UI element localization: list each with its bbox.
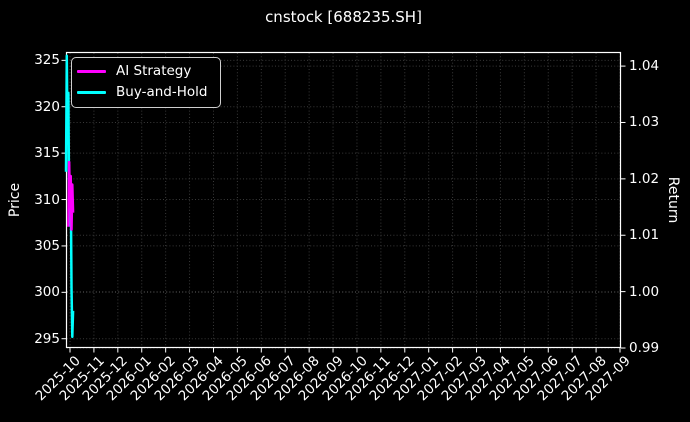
y-axis-label-right: Return: [665, 176, 681, 224]
y-tick-label-right: 1.00: [629, 283, 660, 300]
y-tick-label-right: 1.02: [629, 170, 660, 187]
y-tick-label-left: 320: [34, 98, 60, 115]
y-axis-label-left: Price: [7, 182, 23, 218]
y-tick-label-left: 315: [34, 145, 60, 162]
y-tick-label-left: 295: [34, 330, 60, 347]
y-tick-label-left: 300: [34, 284, 60, 301]
legend-label-ai-strategy: AI Strategy: [116, 63, 192, 79]
y-tick-label-right: 1.03: [629, 114, 660, 131]
chart-title: cnstock [688235.SH]: [265, 8, 422, 26]
legend-swatch-ai-strategy: [77, 69, 106, 74]
y-tick-label-right: 1.01: [629, 227, 660, 244]
legend-swatch-buy-and-hold: [77, 90, 106, 95]
legend-item-ai-strategy: AI Strategy: [77, 64, 207, 79]
y-tick-label-left: 310: [34, 191, 60, 208]
y-tick-label-right: 0.99: [629, 340, 660, 356]
y-tick-label-right: 1.04: [629, 58, 660, 75]
legend-label-buy-and-hold: Buy-and-Hold: [116, 84, 208, 100]
series-ai-strategy-line: [67, 160, 75, 231]
y-tick-label-left: 325: [34, 52, 60, 69]
legend-item-buy-and-hold: Buy-and-Hold: [77, 85, 207, 100]
y-tick-label-left: 305: [34, 237, 60, 254]
plot-frame: [65, 51, 622, 349]
legend: AI Strategy Buy-and-Hold: [71, 57, 222, 108]
